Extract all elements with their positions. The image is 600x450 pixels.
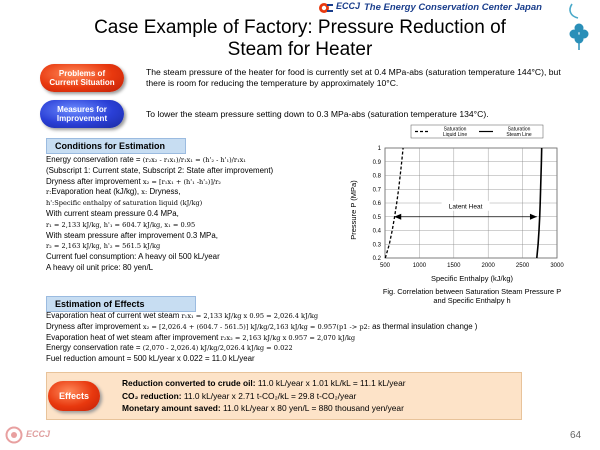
x-tick-label: 3000	[550, 263, 564, 269]
latent-heat-label: Latent Heat	[449, 203, 483, 210]
measures-badge: Measures for Improvement	[40, 100, 124, 128]
effect-line: Reduction converted to crude oil: 11.0 k…	[122, 378, 406, 388]
chart-series	[384, 147, 543, 259]
org-short-top: ECCJ	[336, 1, 361, 11]
y-tick-label: 0.2	[373, 256, 382, 262]
arrow-head-left	[394, 213, 402, 220]
condition-line: (Subscript 1: Current state, Subscript 2…	[46, 165, 274, 175]
effects-list: Reduction converted to crude oil: 11.0 k…	[122, 377, 522, 415]
top-bar	[0, 0, 600, 3]
saturation-steam-line	[536, 147, 543, 259]
figure-caption: Fig. Correlation between Saturation Stea…	[382, 287, 562, 305]
saturation-liquid-line	[384, 147, 404, 259]
legend-label: Liquid Line	[443, 132, 467, 138]
problems-text: The steam pressure of the heater for foo…	[146, 67, 561, 88]
condition-line: h':Specific enthalpy of saturation liqui…	[46, 199, 203, 208]
effect-line: CO₂ reduction: 11.0 kL/year x 2.71 t-CO₂…	[122, 390, 357, 401]
y-tick-label: 1	[378, 146, 382, 152]
y-tick-label: 0.5	[373, 215, 382, 221]
estimation-line: Evaporation heat of current wet steam r₁…	[46, 311, 319, 320]
x-tick-label: 1000	[413, 263, 427, 269]
estimation-heading: Estimation of Effects	[46, 296, 196, 312]
y-tick-label: 0.7	[373, 187, 382, 193]
conditions-list: Energy conservation rate = (r₂x₂ - r₁x₁)…	[46, 155, 346, 274]
condition-line: r₁ = 2,133 kJ/kg, h'₁ = 604.7 kJ/kg, x₁ …	[46, 220, 196, 229]
x-tick-label: 2000	[482, 263, 496, 269]
y-tick-label: 0.3	[373, 242, 382, 248]
clover-logo-icon	[569, 3, 589, 50]
estimation-list: Evaporation heat of current wet steam r₁…	[46, 311, 586, 365]
condition-line: Energy conservation rate = (r₂x₂ - r₁x₁)…	[46, 155, 247, 164]
condition-line: Current fuel consumption: A heavy oil 50…	[46, 252, 220, 262]
y-tick-label: 0.4	[373, 229, 382, 235]
x-tick-label: 500	[380, 263, 391, 269]
legend-label: Saturation	[508, 127, 531, 133]
legend-label: Saturation	[444, 127, 467, 133]
condition-line: r:Evaporation heat (kJ/kg), x: Dryness,	[46, 187, 181, 197]
estimation-line: Fuel reduction amount = 500 kL/year x 0.…	[46, 354, 255, 364]
effect-line: Monetary amount saved: 11.0 kL/year x 80…	[122, 403, 404, 413]
condition-line: With current steam pressure 0.4 MPa,	[46, 208, 179, 218]
condition-line: A heavy oil unit price: 80 yen/L	[46, 262, 154, 272]
org-short-footer: ECCJ	[26, 429, 51, 439]
arrow-head-right	[529, 213, 537, 220]
y-tick-label: 0.9	[373, 160, 382, 166]
eccj-logo-icon	[319, 3, 333, 13]
chart-y-axis-label: Pressure P (MPa)	[349, 180, 358, 240]
condition-line: Dryness after improvement x₂ = [r₁x₁ + (…	[46, 176, 221, 186]
effects-badge: Effects	[48, 381, 100, 411]
conditions-heading: Conditions for Estimation	[46, 138, 186, 154]
legend-label: Steam Line	[506, 132, 532, 138]
page-number: 64	[570, 430, 582, 441]
estimation-line: Energy conservation rate = (2,070 - 2,02…	[46, 343, 293, 353]
chart-annotation: Latent Heat	[394, 200, 537, 220]
y-tick-label: 0.8	[373, 174, 382, 180]
condition-line: With steam pressure after improvement 0.…	[46, 230, 218, 240]
page-title: Case Example of Factory: Pressure Reduct…	[94, 17, 506, 60]
problems-badge: Problems of Current Situation	[40, 64, 124, 92]
eccj-footer-logo-icon	[5, 426, 23, 444]
annotation-bg	[441, 200, 490, 211]
chart-ticks: 500 1000 1500 2000 2500 3000 0.2 0.3 0.4 0.5 0.6 0.…	[373, 146, 565, 269]
estimation-line: Dryness after improvement x₂ = [2,026.4 …	[46, 321, 478, 331]
legend-box	[410, 124, 544, 139]
x-tick-label: 2500	[516, 263, 530, 269]
org-full-name: The Energy Conservation Center Japan	[364, 2, 542, 13]
x-tick-label: 1500	[447, 263, 461, 269]
pressure-enthalpy-chart: 500 1000 1500 2000 2500 3000 0.2 0.3 0.4 0.5 0.6 0.…	[349, 124, 565, 283]
effects-box	[46, 372, 522, 420]
condition-line: r₂ = 2,163 kJ/kg, h'₂ = 561.5 kJ/kg	[46, 242, 161, 251]
estimation-line: Evaporation heat of wet steam after impr…	[46, 332, 356, 342]
measures-text: To lower the steam pressure setting down…	[146, 109, 489, 119]
chart-x-axis-label: Specific Enthalpy (kJ/kg)	[431, 274, 514, 283]
y-tick-label: 0.6	[373, 201, 382, 207]
